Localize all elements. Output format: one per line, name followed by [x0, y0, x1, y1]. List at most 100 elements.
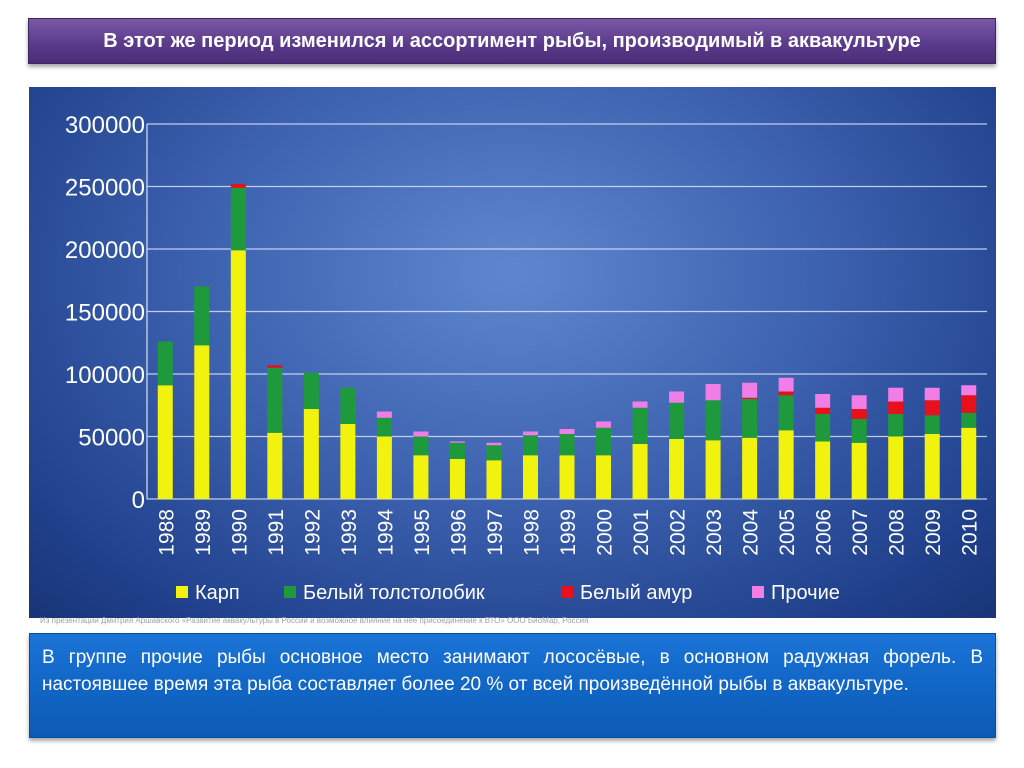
bar-segment [376, 417, 392, 437]
bar-segment [815, 394, 831, 408]
chart-panel: 0 50000 100000 150000 200000 250000 300000 1988… [29, 87, 996, 618]
bar-segment [303, 372, 319, 409]
legend-label: Белый толстолобик [303, 582, 485, 604]
bar-segment [376, 411, 392, 418]
x-tick-label: 1990 [228, 509, 251, 556]
x-tick-label: 1996 [447, 509, 470, 556]
legend-label: Карп [195, 582, 240, 604]
bar-segment [596, 421, 612, 428]
bar-segment [449, 441, 465, 443]
legend-label: Белый амур [580, 582, 692, 604]
x-tick-label: 2009 [922, 509, 945, 556]
bar-segment [851, 395, 867, 409]
bar-segment [486, 445, 502, 461]
y-tick-label: 100000 [65, 362, 145, 389]
bar-segment [559, 455, 575, 499]
bar-segment [924, 400, 940, 416]
x-tick-label: 1994 [374, 509, 397, 556]
x-tick-label: 1997 [484, 509, 507, 556]
bar-segment [596, 427, 612, 456]
bar-segment [888, 401, 904, 414]
bar-segment [194, 345, 210, 499]
bar-segment [230, 184, 246, 188]
bar-segment [742, 382, 758, 398]
bar-segment [888, 436, 904, 499]
x-tick-label: 1993 [338, 509, 361, 556]
bar-segment [449, 459, 465, 499]
bar-segment [632, 444, 648, 499]
y-tick-label: 300000 [65, 112, 145, 139]
bar-segment [815, 414, 831, 442]
source-note: Из презентации Дмитрия Аршавского «Разви… [40, 616, 589, 625]
bar-segment [230, 250, 246, 499]
y-tick-label: 0 [132, 487, 145, 514]
bar-segment [705, 384, 721, 401]
bar-segment [267, 432, 283, 499]
x-tick-label: 1992 [301, 509, 324, 556]
bar-segment [267, 365, 283, 368]
bar-segment [705, 400, 721, 441]
bar-segment [778, 395, 794, 431]
y-tick-label: 150000 [65, 300, 145, 327]
bar-segment [742, 397, 758, 399]
x-tick-label: 2002 [667, 509, 690, 556]
info-text: В группе прочие рыбы основное место зани… [42, 647, 983, 695]
slide-title: В этот же период изменился и ассортимент… [103, 29, 921, 52]
bar-segment [669, 391, 685, 403]
x-tick-label: 2008 [886, 509, 909, 556]
bar-segment [340, 387, 356, 424]
bar-segment [340, 424, 356, 499]
bar-segment [632, 407, 648, 444]
bar-segment [669, 439, 685, 499]
x-tick-label: 2010 [959, 509, 982, 556]
slide-title-bar: В этот же период изменился и ассортимент… [28, 18, 996, 64]
x-tick-label: 1989 [192, 509, 215, 556]
bar-segment [522, 431, 538, 436]
bar-segment [413, 455, 429, 499]
bar-segment [815, 441, 831, 499]
bar-segment [888, 387, 904, 402]
stacked-bar-chart: 0 50000 100000 150000 200000 250000 300000 1988… [65, 112, 987, 604]
bar-segment [230, 187, 246, 251]
bar-segment [851, 419, 867, 443]
x-tick-label: 2005 [776, 509, 799, 556]
bar-segment [705, 440, 721, 499]
bar-segment [778, 391, 794, 396]
x-tick-label: 2001 [630, 509, 653, 556]
x-tick-label: 1995 [411, 509, 434, 556]
bar-segment [632, 401, 648, 408]
bar-segment [778, 377, 794, 392]
bar-segment [815, 407, 831, 414]
bar-segment [888, 414, 904, 437]
x-tick-label: 2004 [740, 509, 763, 556]
bar-segment [924, 387, 940, 401]
x-tick-label: 1998 [520, 509, 543, 556]
bar-segment [486, 460, 502, 499]
bar-segment [376, 436, 392, 499]
info-box: В группе прочие рыбы основное место зани… [29, 633, 996, 738]
bar-segment [486, 442, 502, 446]
bar-segment [413, 436, 429, 456]
bar-segment [522, 435, 538, 456]
legend-swatch [752, 586, 764, 598]
bar-segment [413, 431, 429, 437]
legend-swatch [561, 586, 573, 598]
bar-segment [778, 430, 794, 499]
bar-segment [961, 385, 977, 396]
legend-swatch [176, 586, 188, 598]
y-tick-label: 200000 [65, 237, 145, 264]
bar-segment [157, 341, 173, 386]
x-tick-label: 2007 [849, 509, 872, 556]
bar-segment [522, 455, 538, 499]
legend-swatch [284, 586, 296, 598]
bar-segment [961, 395, 977, 413]
bar-segment [449, 442, 465, 459]
bar-segment [851, 409, 867, 419]
bar-segment [851, 442, 867, 499]
bar-segment [742, 437, 758, 499]
bar-segment [924, 434, 940, 499]
bar-segment [303, 409, 319, 499]
bar-segment [596, 455, 612, 499]
bar-segment [669, 402, 685, 439]
x-tick-label: 1988 [155, 509, 178, 556]
